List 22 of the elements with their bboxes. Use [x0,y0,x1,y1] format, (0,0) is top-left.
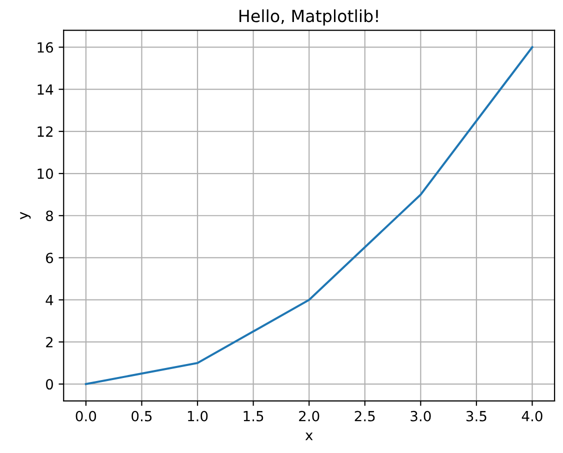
x-tick-label: 0.0 [76,410,96,422]
x-tick-label: 1.0 [188,410,208,422]
x-tick-label: 3.0 [410,410,431,422]
y-tick-label: 10 [38,168,53,179]
y-axis-title: y [20,212,31,220]
y-tick-label: 14 [38,84,54,95]
y-tick-label: 2 [46,336,53,348]
y-tick-label: 6 [46,252,54,264]
y-tick-label: 0 [46,379,53,390]
y-tick-label: 4 [46,294,54,306]
x-tick-label: 2.5 [354,410,375,422]
y-tick-label: 16 [38,42,54,53]
x-tick-label: 1.5 [244,411,264,422]
x-tick-label: 4.0 [522,410,542,422]
x-axis-title: x [305,432,313,440]
x-tick-label: 3.5 [466,410,486,422]
chart-title: Hello, Matplotlib! [240,9,378,26]
x-tick-label: 0.5 [132,410,152,422]
line-series [84,46,534,386]
x-tick-label: 2.0 [299,410,320,422]
y-tick-label: 8 [46,210,53,222]
y-tick-label: 12 [38,126,53,137]
